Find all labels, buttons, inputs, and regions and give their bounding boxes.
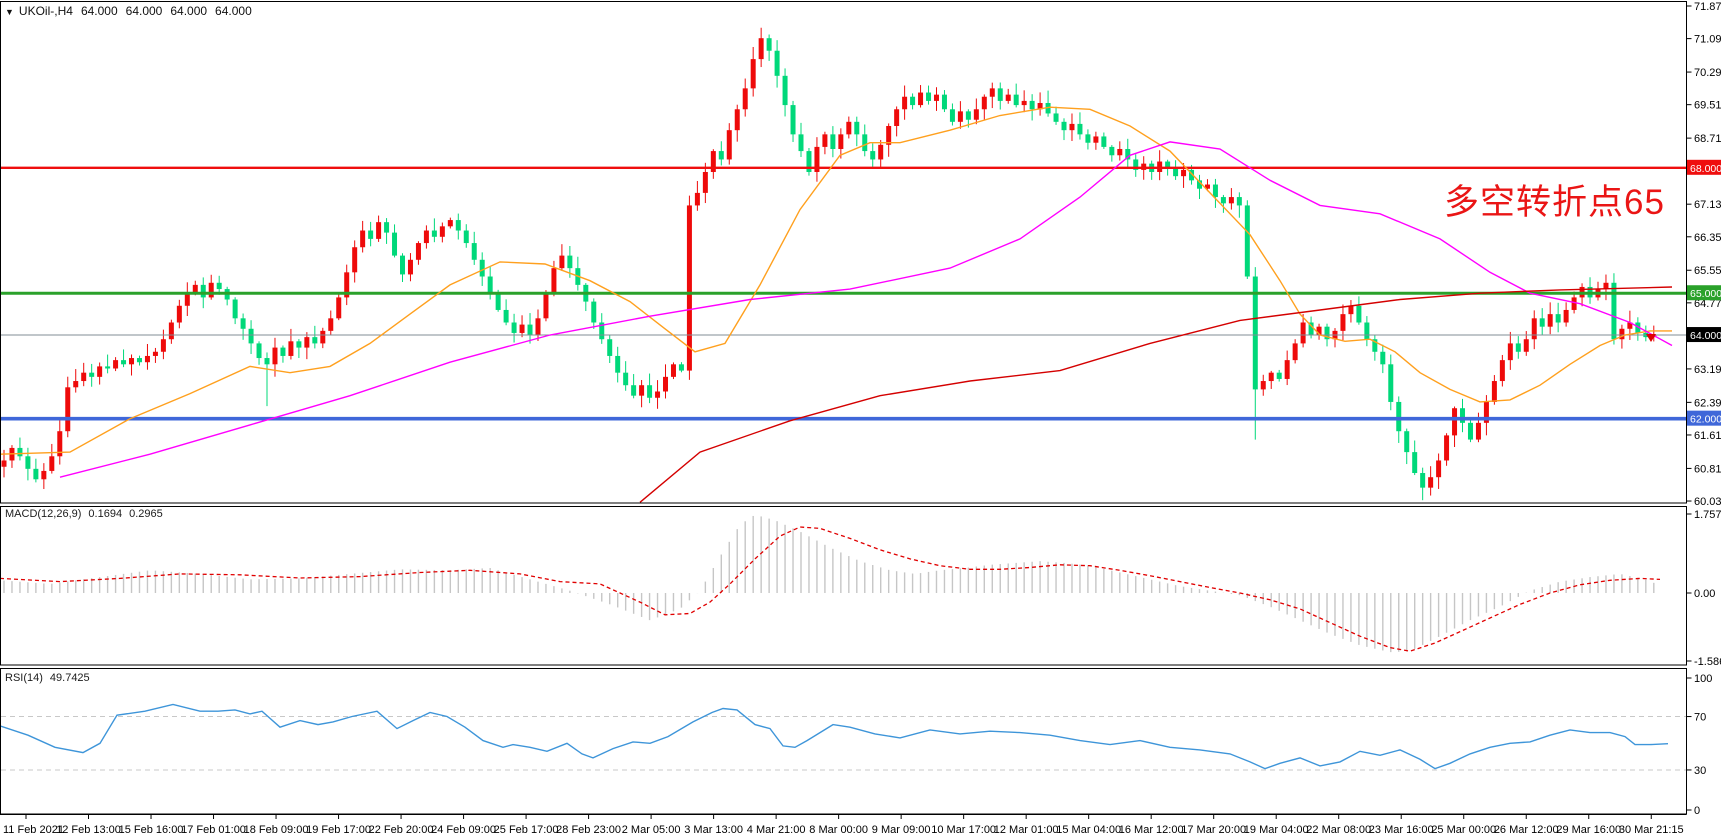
- svg-text:25 Mar 00:00: 25 Mar 00:00: [1431, 824, 1496, 836]
- price-box-62.000: [1687, 410, 1721, 426]
- svg-text:17 Mar 20:00: 17 Mar 20:00: [1181, 824, 1246, 836]
- svg-text:65.000: 65.000: [1690, 288, 1721, 300]
- svg-text:25 Feb 17:00: 25 Feb 17:00: [494, 824, 559, 836]
- macd-histogram: [3, 515, 1655, 653]
- svg-text:0.00: 0.00: [1694, 588, 1715, 600]
- svg-text:71.090: 71.090: [1694, 34, 1721, 46]
- svg-text:-1.5867: -1.5867: [1694, 656, 1721, 668]
- macd-panel[interactable]: [0, 515, 1661, 653]
- svg-text:18 Feb 09:00: 18 Feb 09:00: [244, 824, 309, 836]
- main-chart-panel[interactable]: [0, 27, 1687, 503]
- annotation-text: 多空转折点65: [1444, 183, 1665, 222]
- rsi-indicator-label: RSI(14) 49.7425: [5, 672, 97, 684]
- panel-border-2: [0, 668, 1687, 815]
- svg-text:70: 70: [1694, 712, 1706, 724]
- svg-text:26 Mar 12:00: 26 Mar 12:00: [1494, 824, 1559, 836]
- svg-text:60.810: 60.810: [1694, 463, 1721, 475]
- svg-text:8 Mar 00:00: 8 Mar 00:00: [809, 824, 868, 836]
- svg-text:3 Mar 13:00: 3 Mar 13:00: [684, 824, 743, 836]
- macd-indicator-label: MACD(12,26,9) 0.1694 0.2965: [5, 508, 170, 520]
- svg-text:19 Feb 17:00: 19 Feb 17:00: [306, 824, 371, 836]
- medium-ma-line: [59, 141, 1673, 478]
- svg-text:23 Mar 16:00: 23 Mar 16:00: [1369, 824, 1434, 836]
- rsi-panel[interactable]: [0, 703, 1687, 771]
- sell-arrow-icon: [1646, 334, 1656, 342]
- svg-text:28 Feb 23:00: 28 Feb 23:00: [556, 824, 621, 836]
- symbol-timeframe-label: UKOil-,H4: [18, 4, 73, 18]
- svg-text:61.610: 61.610: [1694, 430, 1721, 442]
- macd-value-main: 0.1694: [88, 508, 123, 520]
- svg-text:64.770: 64.770: [1694, 298, 1721, 310]
- svg-text:67.130: 67.130: [1694, 199, 1721, 211]
- collapse-icon[interactable]: ▼: [5, 7, 14, 17]
- svg-text:19 Mar 04:00: 19 Mar 04:00: [1244, 824, 1309, 836]
- chart-title: ▼ UKOil-,H4 64.000 64.000 64.000 64.000: [5, 4, 252, 18]
- svg-text:15 Mar 04:00: 15 Mar 04:00: [1056, 824, 1121, 836]
- svg-text:17 Feb 01:00: 17 Feb 01:00: [181, 824, 246, 836]
- svg-text:68.000: 68.000: [1690, 163, 1721, 175]
- svg-text:62.000: 62.000: [1690, 414, 1721, 426]
- rsi-value: 49.7425: [49, 672, 90, 684]
- svg-text:69.510: 69.510: [1694, 100, 1721, 112]
- svg-text:15 Feb 16:00: 15 Feb 16:00: [119, 824, 184, 836]
- price-axis[interactable]: 71.87071.09070.29069.51068.71067.93067.1…: [1686, 1, 1721, 817]
- svg-text:30: 30: [1694, 765, 1706, 777]
- svg-text:4 Mar 21:00: 4 Mar 21:00: [747, 824, 806, 836]
- svg-text:22 Mar 08:00: 22 Mar 08:00: [1306, 824, 1371, 836]
- rsi-line: [0, 703, 1669, 770]
- candlestick-series: [1, 27, 1657, 501]
- svg-text:0: 0: [1694, 805, 1700, 817]
- slow-ma-line: [639, 286, 1673, 503]
- svg-text:64.000: 64.000: [1690, 330, 1721, 342]
- svg-text:70.290: 70.290: [1694, 67, 1721, 79]
- svg-text:30 Mar 21:15: 30 Mar 21:15: [1619, 824, 1684, 836]
- price-box-65.000: [1687, 285, 1721, 301]
- price-box-64.000: [1687, 327, 1721, 343]
- macd-signal-line: [0, 526, 1661, 652]
- svg-text:71.870: 71.870: [1694, 1, 1721, 13]
- macd-value-signal: 0.2965: [129, 508, 163, 520]
- macd-name: MACD(12,26,9): [5, 508, 82, 520]
- svg-text:66.350: 66.350: [1694, 232, 1721, 244]
- svg-text:29 Mar 16:00: 29 Mar 16:00: [1556, 824, 1621, 836]
- svg-text:9 Mar 09:00: 9 Mar 09:00: [872, 824, 931, 836]
- svg-text:63.190: 63.190: [1694, 364, 1721, 376]
- svg-text:2 Mar 05:00: 2 Mar 05:00: [622, 824, 681, 836]
- ohlc-open: 64.000: [80, 4, 118, 18]
- svg-text:16 Mar 12:00: 16 Mar 12:00: [1119, 824, 1184, 836]
- ohlc-close: 64.000: [215, 4, 252, 18]
- svg-text:62.390: 62.390: [1694, 397, 1721, 409]
- ohlc-high: 64.000: [125, 4, 163, 18]
- svg-text:1.7579: 1.7579: [1694, 509, 1721, 521]
- svg-text:60.030: 60.030: [1694, 496, 1721, 508]
- svg-text:22 Feb 20:00: 22 Feb 20:00: [369, 824, 434, 836]
- svg-text:12 Mar 01:00: 12 Mar 01:00: [994, 824, 1059, 836]
- svg-text:100: 100: [1694, 673, 1712, 685]
- ohlc-low: 64.000: [170, 4, 208, 18]
- panel-border-1: [0, 506, 1687, 666]
- svg-text:11 Feb 2021: 11 Feb 2021: [3, 824, 64, 836]
- price-box-68.000: [1687, 159, 1721, 175]
- rsi-name: RSI(14): [5, 672, 43, 684]
- svg-text:65.550: 65.550: [1694, 265, 1721, 277]
- svg-text:68.710: 68.710: [1694, 133, 1721, 145]
- fast-ma-line: [0, 106, 1672, 455]
- svg-text:10 Mar 17:00: 10 Mar 17:00: [931, 824, 996, 836]
- panel-border-0: [0, 1, 1687, 504]
- svg-text:12 Feb 13:00: 12 Feb 13:00: [56, 824, 121, 836]
- svg-text:24 Feb 09:00: 24 Feb 09:00: [431, 824, 496, 836]
